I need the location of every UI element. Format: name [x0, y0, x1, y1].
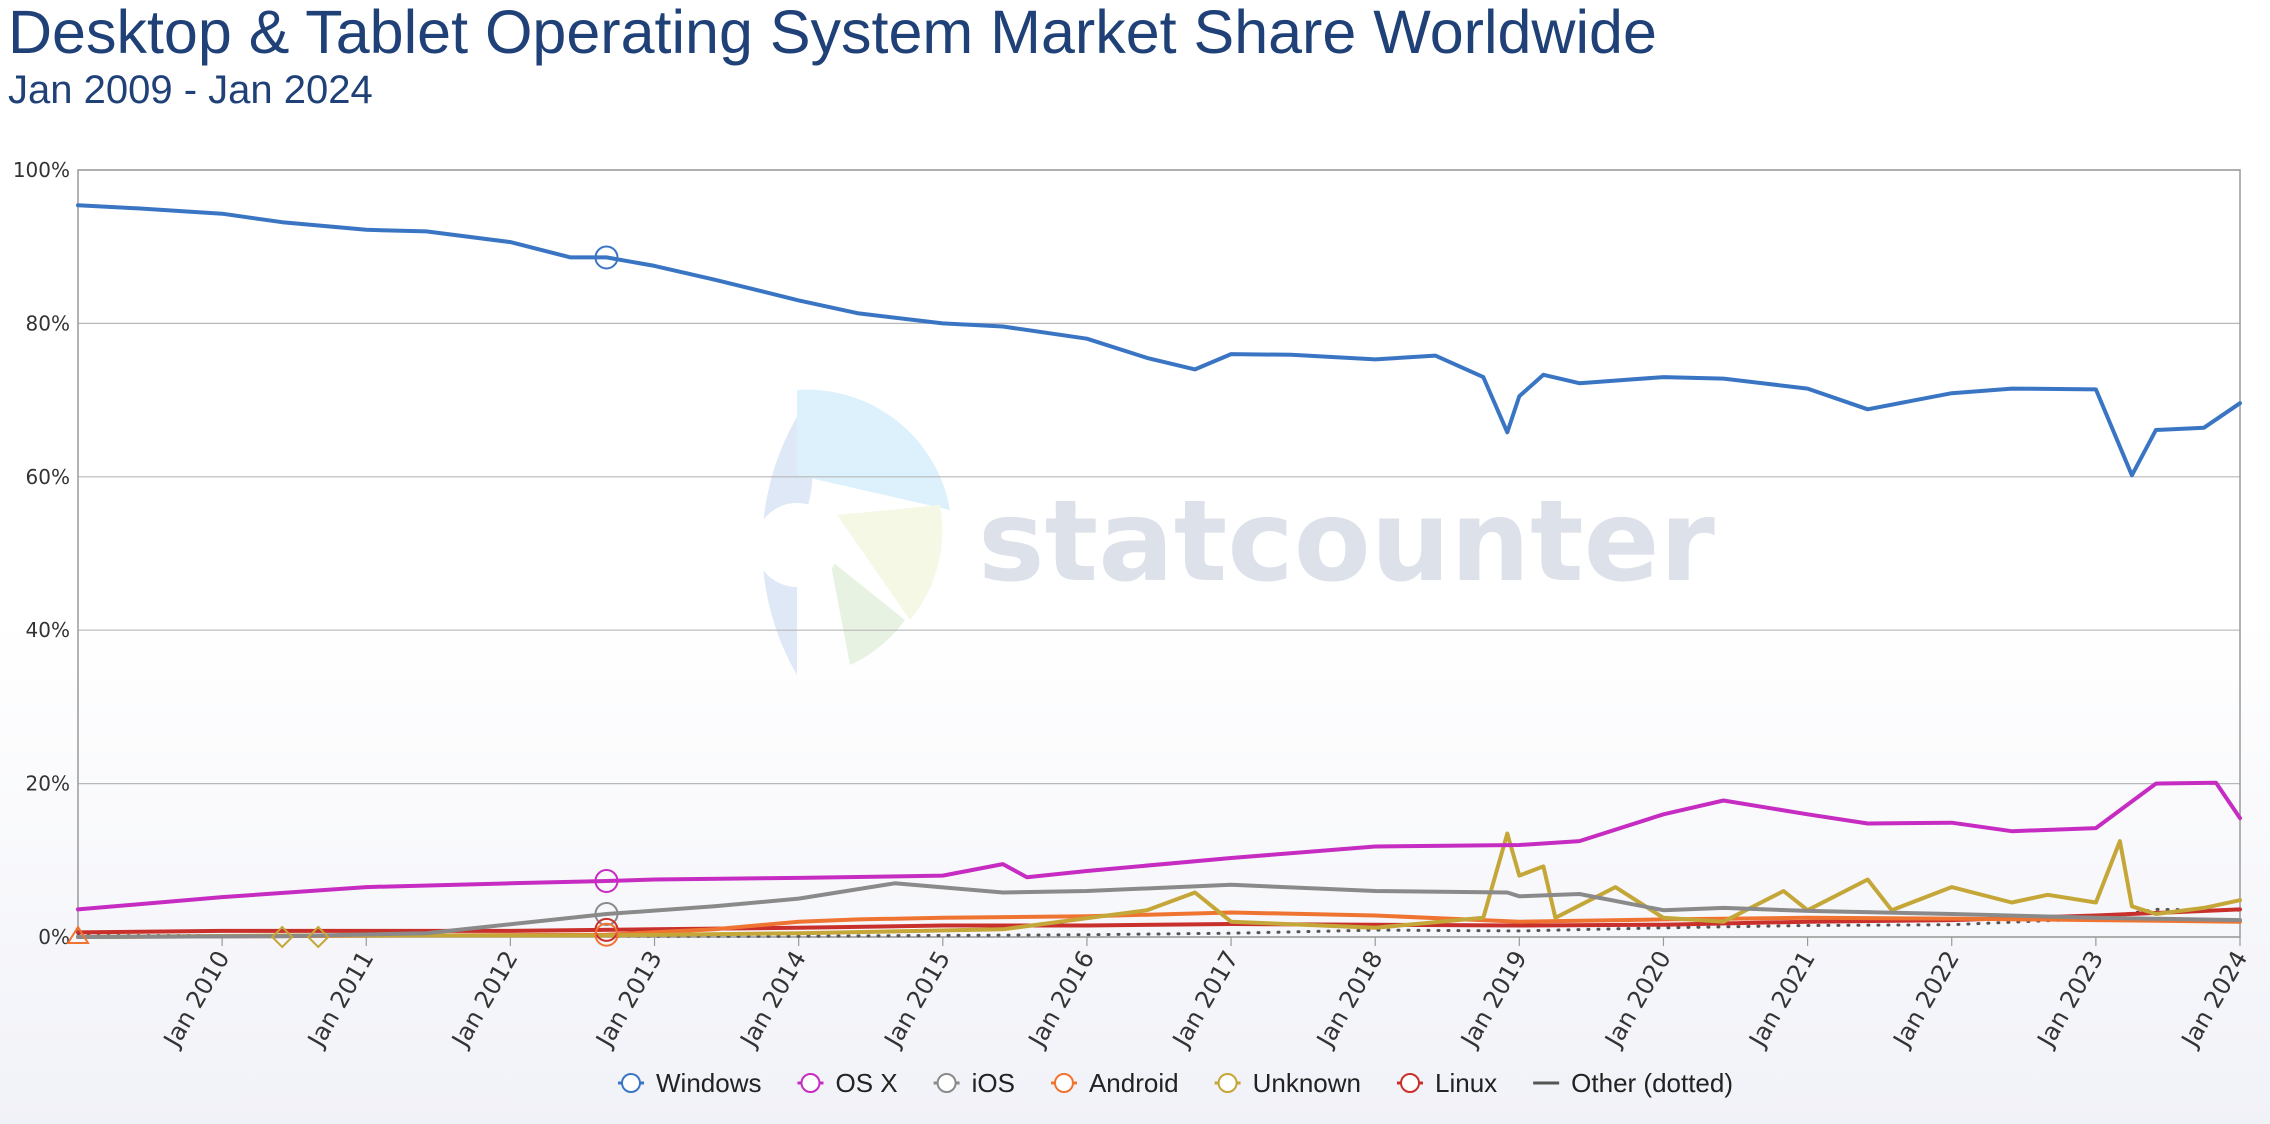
legend-swatch-marker: [800, 1073, 821, 1093]
watermark-wedge-light-blue: [797, 389, 950, 510]
legend-swatch-marker: [936, 1073, 957, 1093]
x-tick-label: Jan 2018: [1310, 946, 1388, 1053]
marker-unknown-diamond: [270, 925, 294, 949]
legend-item-os-x[interactable]: OS X: [797, 1068, 898, 1098]
y-axis-ticks: 0% 20% 40% 60% 80% 100%: [13, 158, 70, 949]
x-tick-label: Jan 2013: [590, 946, 668, 1053]
x-axis-ticks: Jan 2010 Jan 2011 Jan 2012 Jan 2013 Jan 2014…: [157, 937, 2253, 1053]
series-line-ios: [76, 881, 2242, 939]
legend-item-windows[interactable]: Windows: [618, 1068, 761, 1098]
x-tick-label: Jan 2017: [1166, 946, 1244, 1053]
watermark-center: [755, 503, 839, 587]
x-tick-label: Jan 2021: [1743, 946, 1821, 1053]
page-title: Desktop & Tablet Operating System Market…: [8, 0, 1657, 66]
y-tick-label: 0%: [38, 925, 70, 949]
x-tick-label: Jan 2024: [2175, 946, 2253, 1053]
legend: Windows OS X iOS Android Unknown Linux Other (…: [618, 1068, 1733, 1098]
legend-label: iOS: [972, 1068, 1015, 1098]
legend-item-other-dotted[interactable]: Other (dotted): [1533, 1068, 1733, 1098]
x-tick-label: Jan 2014: [734, 946, 812, 1053]
legend-swatch-marker: [1217, 1073, 1238, 1093]
x-tick-label: Jan 2022: [1887, 946, 1965, 1053]
watermark-text: statcounter: [978, 477, 1715, 607]
legend-item-ios[interactable]: iOS: [933, 1068, 1015, 1098]
plot-border: [77, 169, 2241, 938]
x-tick-label: Jan 2011: [301, 946, 379, 1053]
x-tick-label: Jan 2020: [1599, 946, 1677, 1053]
marker-windows: [594, 245, 619, 270]
marker-ios: [594, 901, 619, 926]
marker-unknown-diamond: [306, 925, 330, 949]
legend-label: Linux: [1435, 1068, 1497, 1098]
y-tick-label: 40%: [26, 618, 70, 642]
series-line-windows: [76, 203, 2242, 478]
x-tick-label: Jan 2016: [1022, 946, 1100, 1053]
series-lines: [76, 203, 2242, 939]
marker-linux: [594, 917, 619, 942]
legend-label: Android: [1089, 1068, 1179, 1098]
legend-label: Windows: [656, 1068, 761, 1098]
legend-swatch-marker: [1400, 1073, 1420, 1093]
hover-markers: [66, 245, 619, 949]
legend-item-unknown[interactable]: Unknown: [1214, 1068, 1361, 1098]
y-tick-label: 20%: [26, 772, 70, 796]
series-line-android: [76, 910, 2242, 939]
series-line-unknown: [76, 831, 2242, 939]
watermark-wedge-yellow: [837, 505, 943, 620]
marker-android: [594, 922, 619, 947]
x-tick-label: Jan 2019: [1454, 946, 1532, 1053]
x-tick-label: Jan 2023: [2031, 946, 2109, 1053]
x-tick-label: Jan 2012: [445, 946, 523, 1053]
page-subtitle: Jan 2009 - Jan 2024: [8, 68, 373, 112]
legend-label: OS X: [835, 1068, 897, 1098]
watermark-wedge-green: [830, 560, 905, 665]
legend-label: Other (dotted): [1571, 1068, 1733, 1098]
y-tick-label: 60%: [26, 465, 70, 489]
legend-label: Unknown: [1253, 1068, 1361, 1098]
legend-swatch-marker: [621, 1073, 641, 1093]
legend-item-android[interactable]: Android: [1050, 1068, 1179, 1098]
y-tick-label: 80%: [26, 311, 70, 335]
x-tick-label: Jan 2010: [157, 946, 235, 1053]
statcounter-watermark: statcounter: [755, 389, 1715, 675]
series-line-os-x: [76, 780, 2242, 912]
legend-item-linux[interactable]: Linux: [1397, 1068, 1497, 1098]
marker-android-triangle: [66, 925, 90, 944]
marker-os-x: [594, 869, 619, 894]
x-tick-label: Jan 2015: [878, 946, 956, 1053]
legend-swatch-marker: [1053, 1073, 1074, 1093]
y-tick-label: 100%: [13, 158, 70, 182]
